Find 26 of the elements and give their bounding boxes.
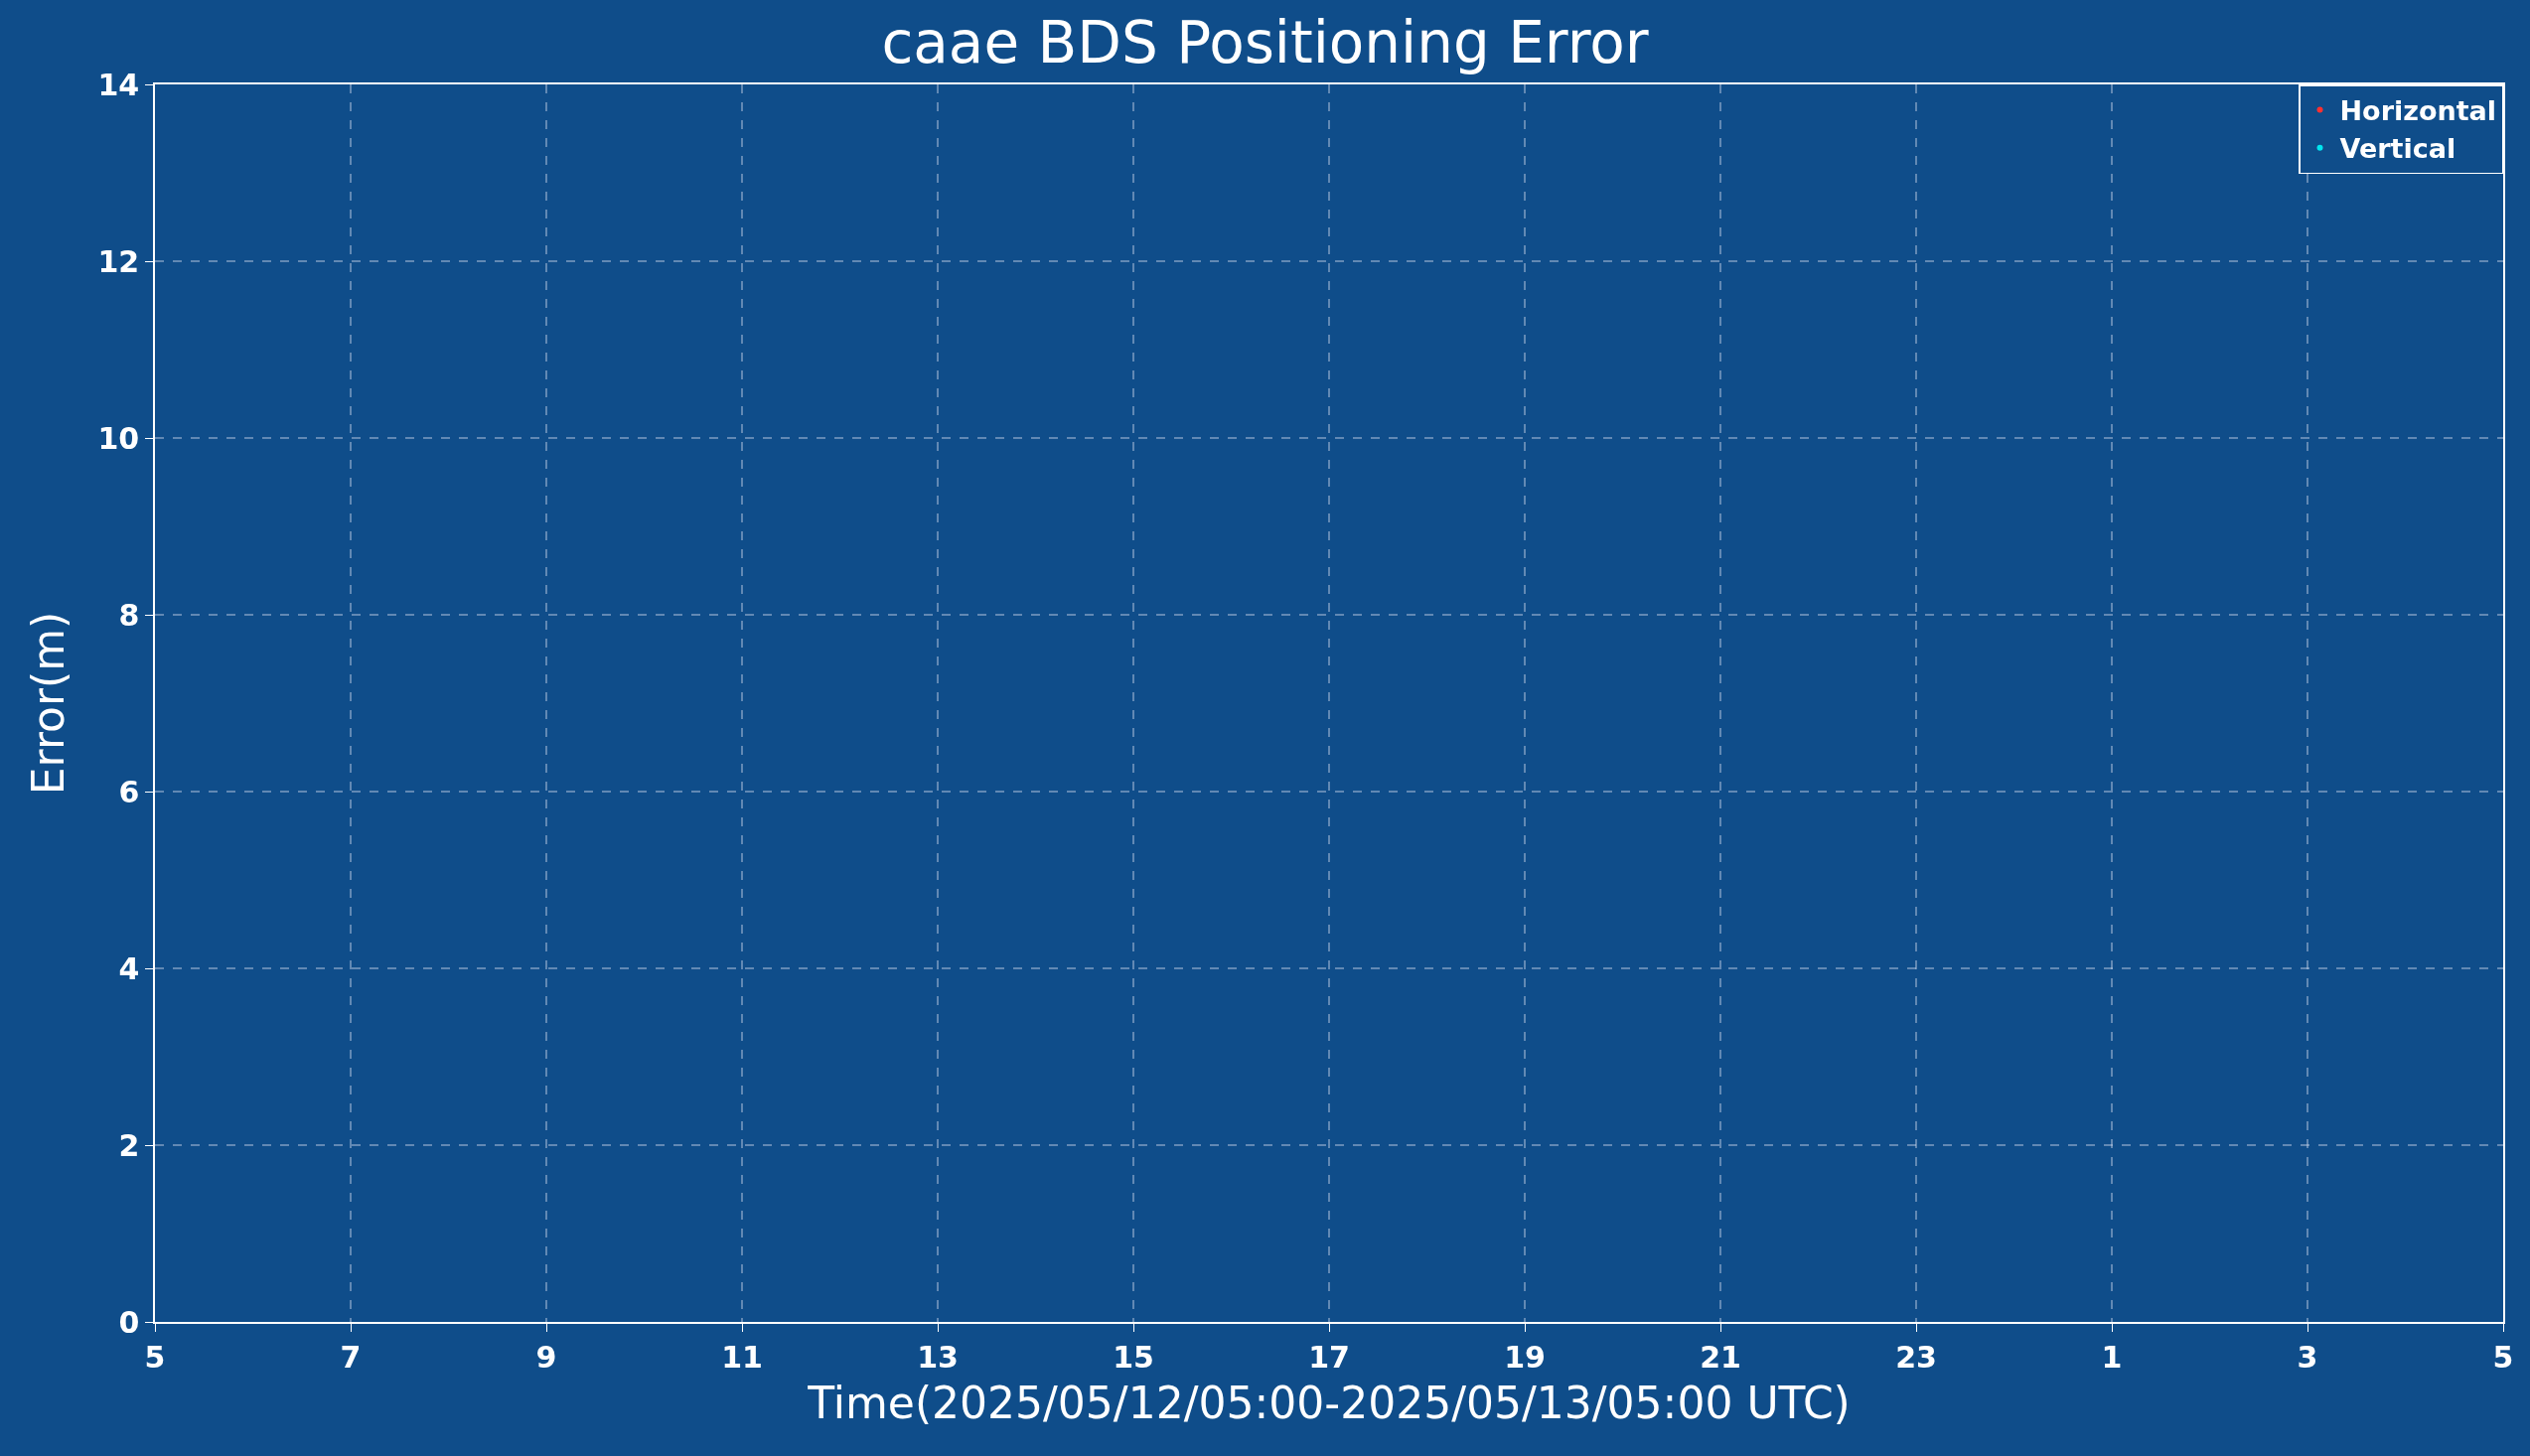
y-tick-label: 10 xyxy=(97,420,140,456)
y-tick-label: 6 xyxy=(118,774,140,809)
x-tick-label: 7 xyxy=(340,1339,362,1375)
x-tick-label: 23 xyxy=(1895,1339,1937,1375)
x-tick-label: 17 xyxy=(1308,1339,1350,1375)
x-tick-label: 3 xyxy=(2297,1339,2318,1375)
x-tick-label: 21 xyxy=(1700,1339,1741,1375)
y-tick-label: 8 xyxy=(118,597,140,633)
x-tick-label: 15 xyxy=(1113,1339,1154,1375)
y-axis-title: Error(m) xyxy=(23,611,74,796)
x-tick-label: 5 xyxy=(2492,1339,2514,1375)
x-tick-label: 9 xyxy=(535,1339,557,1375)
legend-label: Vertical xyxy=(2339,133,2456,165)
y-tick-label: 14 xyxy=(97,67,140,102)
y-tick-label: 2 xyxy=(118,1127,140,1163)
y-tick-label: 12 xyxy=(97,243,140,279)
y-tick-label: 0 xyxy=(118,1304,140,1340)
chart-title: caae BDS Positioning Error xyxy=(881,8,1649,76)
x-axis-title: Time(2025/05/12/05:00-2025/05/13/05:00 UTC) xyxy=(807,1377,1851,1428)
x-tick-label: 1 xyxy=(2101,1339,2123,1375)
x-tick-label: 13 xyxy=(917,1339,959,1375)
x-tick-label: 19 xyxy=(1504,1339,1546,1375)
x-tick-label: 5 xyxy=(144,1339,166,1375)
legend-label: Horizontal xyxy=(2339,95,2497,127)
x-tick-label: 11 xyxy=(721,1339,763,1375)
y-tick-label: 4 xyxy=(118,950,140,986)
